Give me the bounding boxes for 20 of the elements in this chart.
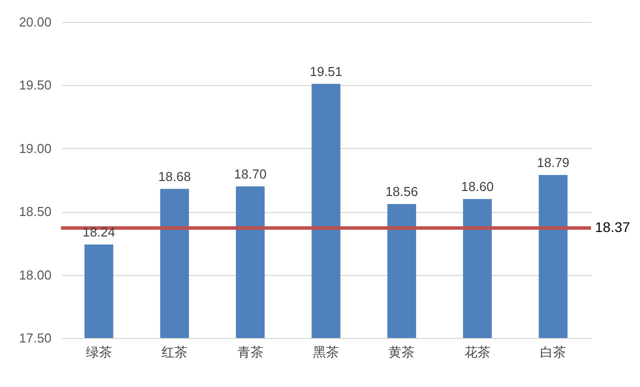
x-tick-label: 黑茶 [313,344,339,360]
y-tick-label: 17.50 [18,330,52,346]
y-tick-label: 19.50 [18,78,52,93]
x-tick-label: 绿茶 [86,344,112,360]
x-tick-label: 青茶 [237,344,264,360]
data-label: 18.68 [158,168,191,184]
x-tick-label: 黄茶 [388,344,415,360]
ref-line-label: 18.37 [595,219,630,236]
y-tick-label: 18.00 [18,267,52,282]
x-tick-label: 花茶 [464,344,490,360]
x-tick-label: 红茶 [162,344,188,360]
data-label: 18.60 [461,178,494,194]
y-tick-label: 18.50 [18,204,52,220]
y-tick-label: 20.00 [18,14,52,30]
data-label: 18.56 [385,184,418,200]
y-tick-label: 19.00 [18,140,52,156]
data-label: 19.51 [310,64,342,79]
data-label: 18.70 [234,166,267,182]
x-tick-label: 白茶 [540,344,566,360]
data-label: 18.79 [536,154,570,170]
